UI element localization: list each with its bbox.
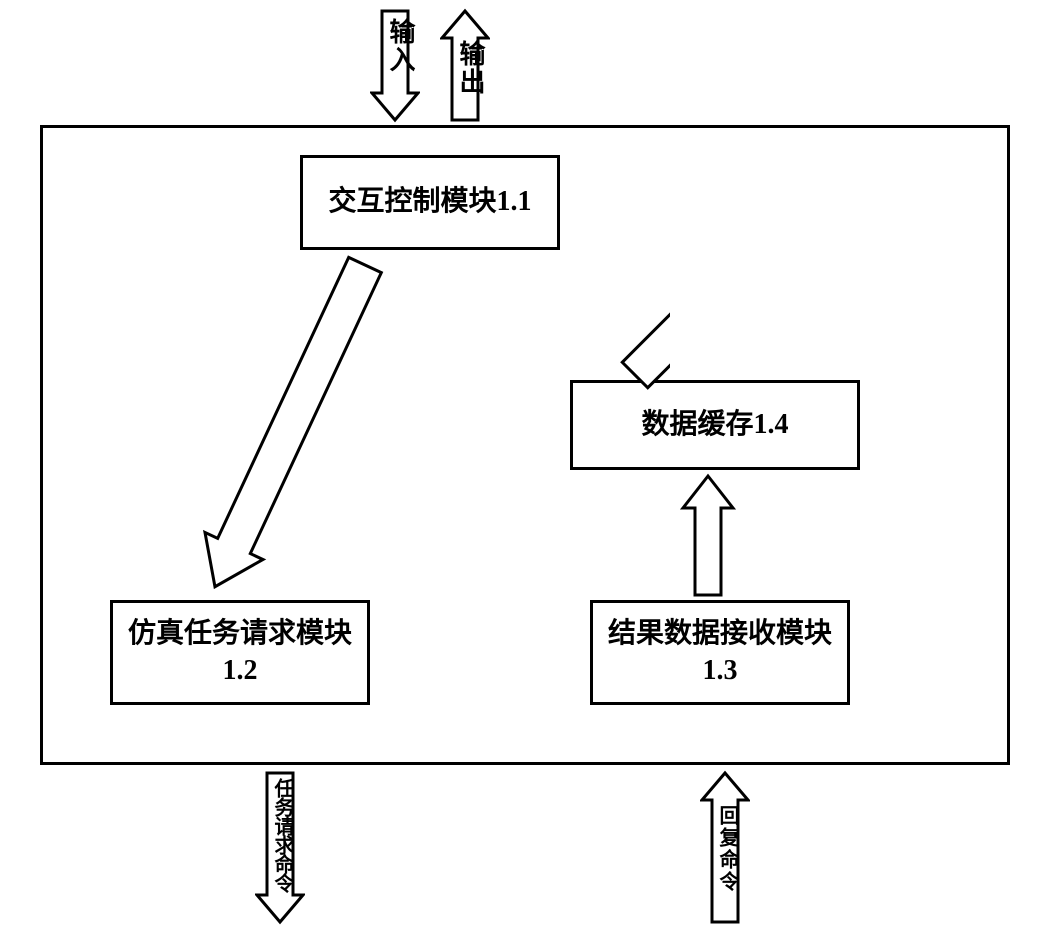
node-label: 交互控制模块1.1	[328, 184, 531, 220]
arrow-control-to-request	[170, 255, 390, 605]
node-label: 数据缓存1.4	[641, 407, 788, 443]
node-label: 结果数据接收模块1.3	[597, 616, 843, 689]
reply-command-arrow-label: 回复命令	[713, 805, 742, 893]
node-interaction-control: 交互控制模块1.1	[300, 155, 560, 250]
node-sim-task-request: 仿真任务请求模块1.2	[110, 600, 370, 705]
node-label: 仿真任务请求模块1.2	[117, 616, 363, 689]
input-arrow-label: 输入	[382, 18, 419, 74]
node-result-data-receive: 结果数据接收模块1.3	[590, 600, 850, 705]
node-data-cache: 数据缓存1.4	[570, 380, 860, 470]
task-request-arrow-label: 任务请求命令	[268, 778, 297, 892]
output-arrow-label: 输出	[452, 40, 489, 96]
arrow-cache-to-control	[490, 250, 670, 390]
arrow-receive-to-cache	[680, 473, 736, 598]
